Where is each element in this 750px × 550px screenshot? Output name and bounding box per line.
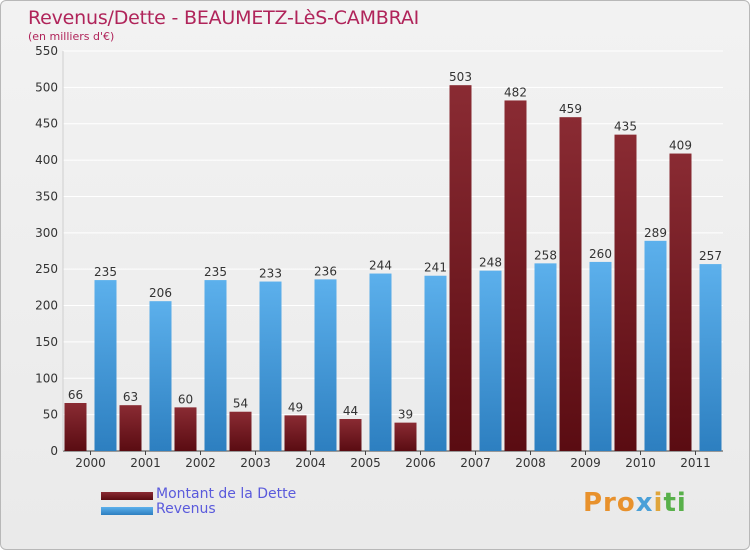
bar-revenus — [699, 264, 722, 451]
x-tick-label: 2010 — [625, 456, 656, 470]
x-tick-label: 2008 — [515, 456, 546, 470]
data-label-dette: 44 — [343, 404, 358, 418]
x-tick-label: 2011 — [680, 456, 711, 470]
bar-revenus — [369, 273, 392, 451]
bar-dette — [64, 403, 87, 451]
data-label-revenus: 241 — [424, 261, 447, 275]
bar-dette — [394, 422, 417, 451]
data-label-dette: 63 — [123, 390, 138, 404]
data-label-revenus: 244 — [369, 259, 392, 273]
bar-dette — [559, 117, 582, 451]
data-label-dette: 482 — [504, 85, 527, 99]
bar-dette — [284, 415, 307, 451]
y-tick-label: 500 — [35, 80, 58, 94]
legend-label-dette: Montant de la Dette — [156, 486, 297, 502]
legend-swatch-dette — [101, 492, 153, 500]
y-tick-label: 450 — [35, 117, 58, 131]
x-tick-label: 2001 — [130, 456, 161, 470]
x-tick-label: 2009 — [570, 456, 601, 470]
y-tick-label: 50 — [43, 408, 58, 422]
bar-revenus — [94, 280, 117, 451]
data-label-dette: 54 — [233, 397, 248, 411]
bar-revenus — [314, 279, 337, 451]
data-label-dette: 60 — [178, 392, 193, 406]
x-tick-label: 2004 — [295, 456, 326, 470]
bar-revenus — [479, 270, 502, 451]
y-tick-label: 400 — [35, 153, 58, 167]
data-label-revenus: 233 — [259, 267, 282, 281]
bar-revenus — [204, 280, 227, 451]
bar-dette — [339, 419, 362, 451]
x-tick-label: 2000 — [75, 456, 106, 470]
bar-dette — [449, 85, 472, 451]
data-label-revenus: 206 — [149, 286, 172, 300]
logo-part-3: i — [653, 488, 664, 518]
bar-revenus — [259, 281, 282, 451]
x-tick-label: 2002 — [185, 456, 216, 470]
bar-revenus — [149, 301, 172, 451]
data-label-revenus: 289 — [644, 226, 667, 240]
data-label-revenus: 260 — [589, 247, 612, 261]
data-label-revenus: 248 — [479, 256, 502, 270]
chart-title: Revenus/Dette - BEAUMETZ-LèS-CAMBRAI — [28, 7, 420, 29]
data-label-dette: 435 — [614, 120, 637, 134]
legend-label-revenus: Revenus — [156, 501, 216, 517]
bar-dette — [504, 100, 527, 452]
y-tick-label: 350 — [35, 189, 58, 203]
bar-revenus — [534, 263, 557, 451]
proxiti-logo: Proxiti — [583, 488, 687, 518]
data-label-revenus: 235 — [204, 265, 227, 279]
x-tick-label: 2007 — [460, 456, 491, 470]
data-label-dette: 39 — [398, 408, 413, 422]
data-label-dette: 66 — [68, 388, 83, 402]
data-label-revenus: 235 — [94, 265, 117, 279]
bar-dette — [229, 411, 252, 451]
bar-revenus — [589, 261, 612, 451]
logo-part-1: Pro — [583, 488, 636, 518]
bar-revenus — [424, 275, 447, 451]
y-tick-label: 100 — [35, 371, 58, 385]
y-tick-label: 200 — [35, 299, 58, 313]
y-tick-label: 550 — [35, 44, 58, 58]
data-label-revenus: 236 — [314, 264, 337, 278]
x-tick-label: 2003 — [240, 456, 271, 470]
data-label-dette: 409 — [669, 139, 692, 153]
legend-swatch-revenus — [101, 507, 153, 515]
chart-subtitle: (en milliers d'€) — [28, 30, 115, 43]
y-tick-label: 0 — [50, 444, 58, 458]
bar-dette — [669, 153, 692, 451]
bar-dette — [119, 405, 142, 451]
y-tick-label: 300 — [35, 226, 58, 240]
x-tick-label: 2005 — [350, 456, 381, 470]
x-tick-label: 2006 — [405, 456, 436, 470]
data-label-dette: 459 — [559, 102, 582, 116]
data-label-dette: 49 — [288, 400, 303, 414]
logo-part-4: ti — [663, 488, 687, 518]
y-tick-label: 150 — [35, 335, 58, 349]
bar-dette — [614, 134, 637, 452]
bar-revenus — [644, 240, 667, 451]
data-label-revenus: 257 — [699, 249, 722, 263]
bar-dette — [174, 407, 197, 451]
data-label-revenus: 258 — [534, 248, 557, 262]
logo-part-2: x — [635, 488, 654, 518]
y-tick-label: 250 — [35, 262, 58, 276]
data-label-dette: 503 — [449, 70, 472, 84]
